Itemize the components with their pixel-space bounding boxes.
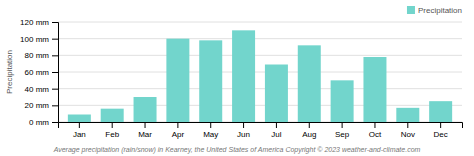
tick-mark	[52, 89, 58, 90]
tick: Sep	[335, 122, 350, 139]
tick-mark	[177, 122, 178, 128]
tick: May	[203, 122, 218, 139]
tick: Mar	[138, 122, 152, 139]
tick: Aug	[302, 122, 316, 139]
tick: Oct	[369, 122, 382, 139]
legend-item: Precipitation	[407, 6, 462, 15]
tick-label: 120 mm	[20, 18, 49, 27]
bar	[429, 101, 452, 122]
tick-mark	[276, 122, 277, 128]
tick-label: 80 mm	[25, 51, 50, 60]
tick: 0 mm	[29, 118, 58, 127]
tick: Jul	[271, 122, 281, 139]
tick-label: Apr	[172, 130, 185, 139]
tick: 100 mm	[20, 35, 58, 44]
tick-label: Nov	[401, 130, 415, 139]
bar	[166, 39, 189, 122]
tick-label: 20 mm	[25, 101, 50, 110]
tick: Feb	[105, 122, 119, 139]
bar	[298, 45, 321, 122]
tick-label: Mar	[138, 130, 152, 139]
tick-label: May	[203, 130, 218, 139]
tick-mark	[374, 122, 375, 128]
axis-line	[59, 123, 463, 129]
bar	[232, 30, 255, 122]
grid-line	[58, 88, 462, 89]
tick: 120 mm	[20, 18, 58, 27]
legend-label: Precipitation	[418, 6, 462, 15]
tick-mark	[309, 122, 310, 128]
tick: 60 mm	[25, 68, 58, 77]
y-axis: 0 mm 20 mm 40 mm 60 mm 80 mm 100 mm 120 mm	[20, 18, 58, 127]
tick-label: Feb	[105, 130, 119, 139]
bar	[396, 108, 419, 122]
chart: 0 mm 20 mm 40 mm 60 mm 80 mm 100 mm 120 mm Jan F…	[0, 0, 474, 156]
tick-mark	[52, 122, 58, 123]
tick: Dec	[434, 122, 448, 139]
axis-line	[52, 23, 59, 123]
tick-label: 40 mm	[25, 85, 50, 94]
tick-mark	[52, 55, 58, 56]
tick-label: Dec	[434, 130, 448, 139]
bar	[363, 57, 386, 122]
tick-label: 100 mm	[20, 35, 49, 44]
grid-line	[58, 22, 462, 23]
tick-mark	[243, 122, 244, 128]
tick-mark	[52, 39, 58, 40]
tick: Nov	[401, 122, 415, 139]
bars	[68, 30, 452, 122]
bar	[331, 80, 354, 122]
tick-label: Jun	[237, 130, 250, 139]
legend-swatch	[407, 6, 415, 14]
tick: 80 mm	[25, 51, 58, 60]
caption: Average precipitation (rain/snow) in Kea…	[53, 146, 421, 154]
tick: Jun	[237, 122, 250, 139]
tick-mark	[79, 122, 80, 128]
tick-mark	[52, 72, 58, 73]
bar	[199, 40, 222, 122]
tick: 40 mm	[25, 85, 58, 94]
tick: 20 mm	[25, 101, 58, 110]
tick-label: Jan	[73, 130, 86, 139]
bar	[68, 115, 91, 123]
tick-label: 60 mm	[25, 68, 50, 77]
grid	[58, 22, 462, 122]
tick-mark	[342, 122, 343, 128]
axis-title: Precipitation	[5, 50, 14, 94]
grid-line	[58, 55, 462, 56]
tick-mark	[52, 22, 58, 23]
tick-mark	[440, 122, 441, 128]
tick-mark	[407, 122, 408, 128]
tick-label: Aug	[302, 130, 316, 139]
tick-mark	[145, 122, 146, 128]
legend: Precipitation	[407, 6, 462, 15]
tick: Jan	[73, 122, 86, 139]
tick-mark	[52, 105, 58, 106]
bar	[265, 65, 288, 123]
tick-label: Sep	[335, 130, 350, 139]
tick-label: Jul	[271, 130, 281, 139]
tick-mark	[210, 122, 211, 128]
grid-line	[58, 105, 462, 106]
x-axis: Jan Feb Mar Apr May Jun Jul Aug Sep Oct Nov Dec	[59, 122, 463, 139]
tick-mark	[112, 122, 113, 128]
bar	[134, 97, 157, 122]
tick-label: 0 mm	[29, 118, 49, 127]
bar	[101, 109, 124, 122]
plot: 0 mm 20 mm 40 mm 60 mm 80 mm 100 mm 120 mm Jan F…	[20, 18, 462, 139]
grid-line	[58, 72, 462, 73]
tick: Apr	[172, 122, 185, 139]
tick-label: Oct	[369, 130, 382, 139]
grid-line	[58, 38, 462, 39]
